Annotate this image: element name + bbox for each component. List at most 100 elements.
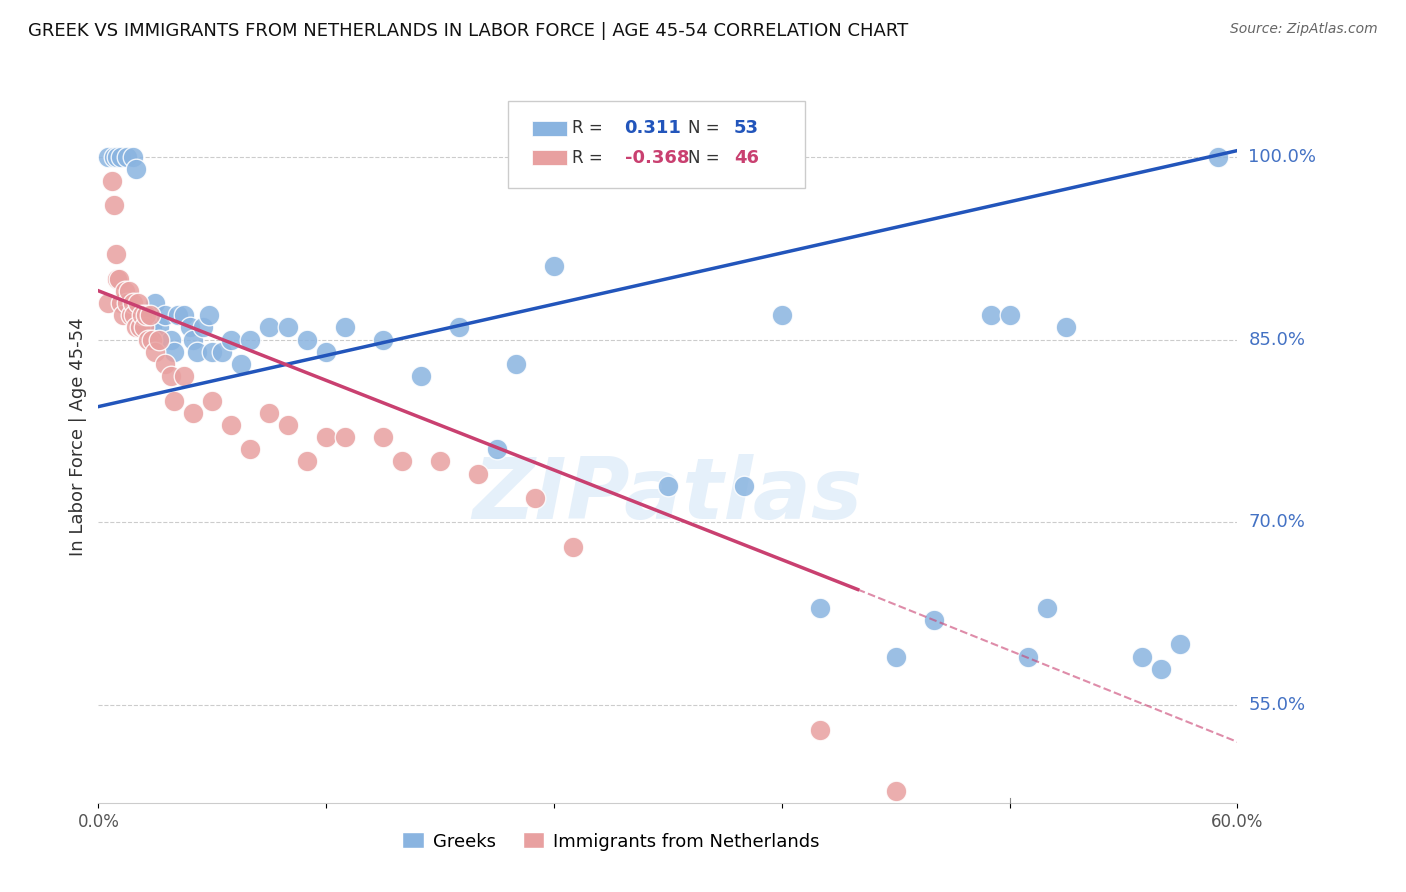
Point <box>211 344 233 359</box>
Point <box>884 783 907 797</box>
Text: GREEK VS IMMIGRANTS FROM NETHERLANDS IN LABOR FORCE | AGE 45-54 CORRELATION CHAR: GREEK VS IMMIGRANTS FROM NETHERLANDS IN … <box>28 22 908 40</box>
FancyBboxPatch shape <box>533 121 568 136</box>
Point <box>163 393 186 408</box>
Point <box>315 344 337 359</box>
Point <box>486 442 509 457</box>
Point <box>371 430 394 444</box>
Point <box>127 296 149 310</box>
Point <box>315 430 337 444</box>
Point <box>97 150 120 164</box>
Point <box>121 296 143 310</box>
Point <box>259 320 281 334</box>
Point <box>191 320 214 334</box>
Point <box>107 271 129 285</box>
Point <box>197 308 219 322</box>
Point <box>136 333 159 347</box>
Text: R =: R = <box>572 120 603 137</box>
Point <box>125 320 148 334</box>
Point <box>135 308 157 322</box>
Point <box>135 308 157 322</box>
Point <box>114 284 136 298</box>
Text: 46: 46 <box>734 149 759 167</box>
Point <box>297 333 319 347</box>
Point <box>115 150 138 164</box>
Text: 100.0%: 100.0% <box>1249 148 1316 166</box>
Point <box>770 308 793 322</box>
Point <box>115 296 138 310</box>
Point <box>201 393 224 408</box>
Point <box>562 540 585 554</box>
Text: N =: N = <box>689 120 720 137</box>
Point <box>922 613 945 627</box>
Point <box>239 442 262 457</box>
Text: N =: N = <box>689 149 720 167</box>
Text: 55.0%: 55.0% <box>1249 697 1306 714</box>
Point <box>221 417 243 432</box>
Point <box>138 308 160 322</box>
Point <box>229 357 252 371</box>
Point <box>167 308 190 322</box>
Point <box>145 296 167 310</box>
Point <box>159 333 181 347</box>
Point <box>543 260 565 274</box>
Point <box>998 308 1021 322</box>
Text: ZIPatlas: ZIPatlas <box>472 454 863 537</box>
Legend: Greeks, Immigrants from Netherlands: Greeks, Immigrants from Netherlands <box>392 823 830 860</box>
Point <box>120 308 142 322</box>
Point <box>1170 637 1192 651</box>
Point <box>159 369 181 384</box>
Text: 0.311: 0.311 <box>624 120 682 137</box>
Point <box>449 320 471 334</box>
Point <box>153 308 176 322</box>
Point <box>110 150 132 164</box>
Point <box>429 454 451 468</box>
FancyBboxPatch shape <box>533 151 568 165</box>
Text: 70.0%: 70.0% <box>1249 514 1305 532</box>
Point <box>124 308 146 322</box>
Point <box>884 649 907 664</box>
Point <box>141 320 163 334</box>
Point <box>335 430 357 444</box>
Point <box>808 723 831 737</box>
Point <box>505 357 527 371</box>
Text: R =: R = <box>572 149 603 167</box>
Point <box>118 284 141 298</box>
Point <box>112 308 135 322</box>
Point <box>467 467 489 481</box>
Point <box>107 150 129 164</box>
Point <box>657 479 679 493</box>
Point <box>103 198 125 212</box>
Point <box>173 369 195 384</box>
Point <box>148 320 170 334</box>
Point <box>131 308 153 322</box>
Point <box>121 150 143 164</box>
Point <box>129 320 152 334</box>
Point <box>808 600 831 615</box>
Point <box>221 333 243 347</box>
Point <box>125 161 148 176</box>
Point <box>129 320 152 334</box>
Point <box>100 174 122 188</box>
Point <box>297 454 319 468</box>
Text: -0.368: -0.368 <box>624 149 689 167</box>
Point <box>173 308 195 322</box>
Point <box>259 406 281 420</box>
Point <box>524 491 547 505</box>
Point <box>1208 150 1230 164</box>
Text: 53: 53 <box>734 120 759 137</box>
Point <box>979 308 1001 322</box>
Point <box>1056 320 1078 334</box>
Point <box>201 344 224 359</box>
Point <box>103 150 125 164</box>
Point <box>1132 649 1154 664</box>
Point <box>239 333 262 347</box>
Point <box>186 344 208 359</box>
Point <box>145 344 167 359</box>
Point <box>108 271 131 285</box>
Point <box>148 333 170 347</box>
Y-axis label: In Labor Force | Age 45-54: In Labor Force | Age 45-54 <box>69 318 87 557</box>
Point <box>183 406 205 420</box>
Point <box>110 296 132 310</box>
Point <box>277 417 299 432</box>
Point <box>132 320 155 334</box>
